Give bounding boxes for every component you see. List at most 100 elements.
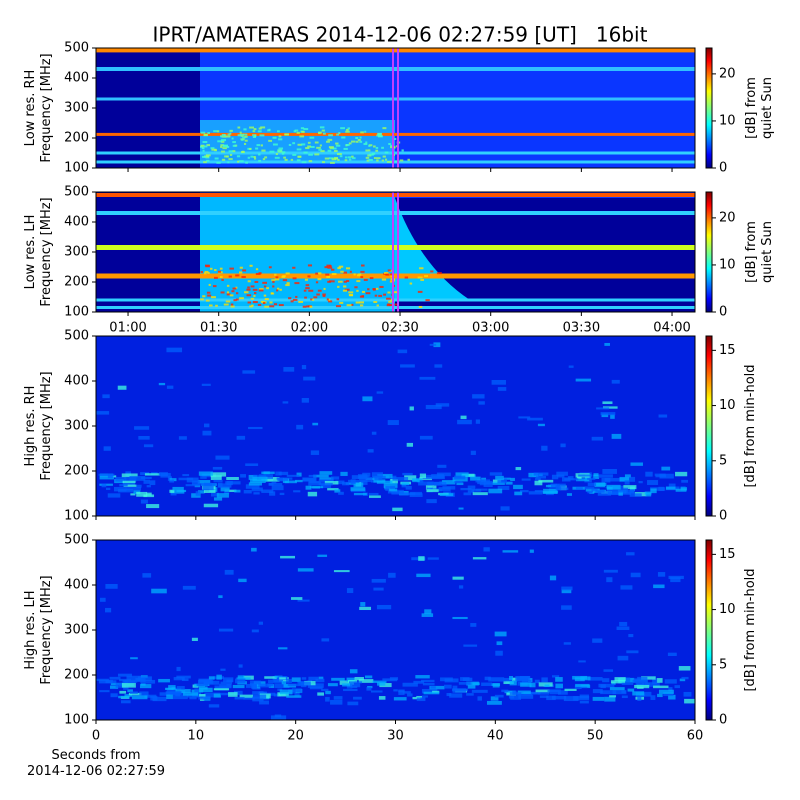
spectrogram-cell	[281, 275, 286, 278]
spectrogram-cell	[409, 493, 423, 497]
spectrogram-cell	[492, 481, 505, 485]
spectrogram-cell	[375, 149, 379, 152]
spectrogram-cell	[423, 691, 440, 695]
spectrogram-cell	[650, 488, 657, 494]
spectrogram-cell	[307, 264, 313, 267]
spectrogram-cell	[542, 491, 558, 494]
spectrogram-cell	[674, 685, 680, 689]
spectrogram-cell	[353, 696, 362, 700]
spectrogram-cell	[336, 133, 340, 136]
spectrogram-cell	[340, 127, 345, 130]
spectrogram-cell	[375, 146, 379, 149]
x-tick-label: 02:30	[381, 321, 418, 336]
spectrogram-cell	[317, 289, 322, 292]
spectrogram-cell	[269, 305, 275, 308]
spectrogram-cell	[320, 483, 332, 488]
spectrogram-cell	[481, 682, 493, 686]
spectrogram-cell	[602, 678, 610, 683]
spectrogram-cell	[221, 135, 227, 138]
spectrogram-cell	[303, 151, 308, 154]
spectrogram-cell	[452, 685, 458, 691]
spectrogram-cell	[248, 426, 263, 430]
spectrogram-cell	[216, 130, 220, 133]
spectrogram-cell	[256, 144, 261, 147]
spectrogram-cell	[368, 492, 379, 496]
spectrogram-cell	[300, 127, 305, 130]
spectrogram-cell	[200, 120, 395, 162]
spectrogram-cell	[574, 685, 582, 690]
spectrogram-cell	[119, 678, 132, 682]
spectrogram-cell	[251, 629, 259, 633]
spectrogram-cell	[290, 158, 294, 161]
spectrogram-cell	[454, 475, 466, 480]
spectrogram-cell	[278, 304, 284, 307]
spectrogram-cell	[229, 267, 234, 270]
spectrogram-cell	[386, 160, 392, 163]
spectrogram-cell	[309, 136, 315, 139]
spectrogram-cell	[229, 294, 234, 297]
y-tick-label: 200	[64, 464, 89, 479]
spectrogram-cell	[208, 283, 211, 286]
colorbar-tick-label: 15	[719, 547, 736, 562]
spectrogram-cell	[141, 476, 152, 480]
x-axis-label-line: Seconds from	[51, 748, 140, 763]
spectrogram-cell	[519, 490, 529, 493]
spectrogram-cell	[96, 97, 695, 101]
spectrogram-cell	[376, 391, 384, 394]
y-tick-label: 200	[64, 668, 89, 683]
spectrogram-cell	[512, 690, 517, 695]
spectrogram-cell	[389, 488, 398, 492]
spectrogram-cell	[129, 475, 146, 481]
spectrogram-cell	[109, 676, 121, 680]
spectrogram-cell	[178, 436, 187, 440]
spectrogram-cell	[657, 572, 666, 577]
spectrogram-cell	[327, 266, 333, 269]
spectrogram-cell	[249, 147, 252, 150]
spectrogram-cell	[308, 676, 318, 681]
spectrogram-cell	[211, 148, 217, 151]
spectrogram-cell	[204, 270, 209, 273]
spectrogram-cell	[422, 682, 435, 686]
spectrogram-cell	[229, 153, 233, 156]
colorbar-tick-label: 20	[719, 210, 736, 225]
spectrogram-cell	[675, 471, 688, 477]
spectrogram-cell	[360, 304, 364, 307]
spectrogram-cell	[412, 696, 421, 700]
spectrogram-cell	[322, 132, 326, 135]
spectrogram-cell	[595, 489, 605, 493]
colorbar-label-line: [dB] from min-hold	[743, 364, 758, 487]
spectrogram-cell	[381, 278, 387, 281]
spectrogram-cell	[325, 690, 331, 695]
spectrogram-cell	[416, 479, 424, 483]
spectrogram-cell	[390, 144, 394, 147]
spectrogram-cell	[534, 679, 540, 684]
figure-title: IPRT/AMATERAS 2014-12-06 02:27:59 [UT] 1…	[153, 23, 648, 47]
spectrogram-cell	[366, 687, 372, 691]
colorbar-tick-label: 10	[719, 257, 736, 272]
spectrogram-cell	[238, 160, 244, 163]
spectrogram-cell	[610, 414, 615, 419]
spectrogram-cell	[235, 298, 239, 301]
spectrogram-cell	[202, 485, 214, 491]
spectrogram-cell	[355, 301, 360, 304]
spectrogram-cell	[202, 155, 206, 158]
spectrogram-cell	[360, 270, 365, 273]
spectrogram-cell	[364, 675, 373, 679]
spectrogram-cell	[274, 278, 280, 281]
spectrogram-cell	[263, 285, 267, 288]
spectrogram-cell	[292, 277, 297, 280]
spectrogram-cell	[537, 691, 550, 695]
spectrogram-cell	[297, 143, 303, 146]
spectrogram-cell	[384, 272, 389, 275]
spectrogram-cell	[247, 156, 250, 159]
spectrogram-cell	[182, 585, 196, 590]
spectrogram-cell	[361, 264, 365, 267]
spectrogram-cell	[291, 688, 302, 693]
spectrogram-cell	[210, 296, 216, 299]
spectrogram-cell	[200, 144, 205, 147]
spectrogram-cell	[220, 135, 223, 138]
spectrogram-cell	[308, 474, 317, 477]
y-axis-label: High res. RHFrequency [MHz]	[23, 371, 54, 480]
y-axis-label-line: Frequency [MHz]	[39, 575, 54, 684]
spectrogram-cell	[96, 48, 200, 168]
